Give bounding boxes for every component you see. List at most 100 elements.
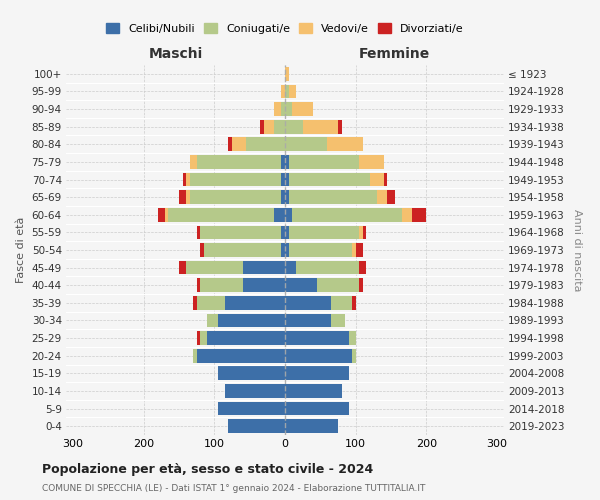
Bar [225,296,285,310]
Bar [352,243,356,257]
Bar [349,331,356,345]
Bar [274,120,285,134]
Bar [285,402,349,415]
Bar [363,226,366,239]
Bar [207,331,285,345]
Bar [179,260,186,274]
Bar [197,296,225,310]
Bar [331,314,345,328]
Bar [186,172,190,186]
Bar [281,102,285,116]
Bar [352,296,356,310]
Bar [197,331,200,345]
Bar [204,243,281,257]
Bar [331,296,352,310]
Bar [285,296,331,310]
Bar [179,190,186,204]
Bar [197,349,285,362]
Bar [356,243,363,257]
Bar [302,120,338,134]
Bar [281,155,285,169]
Bar [289,226,359,239]
Bar [388,190,395,204]
Bar [281,190,285,204]
Bar [264,120,274,134]
Bar [242,260,285,274]
Bar [169,208,274,222]
Bar [317,278,359,292]
Bar [285,331,349,345]
Bar [285,226,289,239]
Bar [229,138,232,151]
Bar [218,314,285,328]
Legend: Celibi/Nubili, Coniugati/e, Vedovi/e, Divorziati/e: Celibi/Nubili, Coniugati/e, Vedovi/e, Di… [102,19,468,38]
Bar [281,172,285,186]
Bar [285,384,341,398]
Y-axis label: Anni di nascita: Anni di nascita [572,209,581,291]
Bar [352,349,356,362]
Bar [285,278,317,292]
Bar [359,278,363,292]
Bar [292,208,401,222]
Bar [285,138,328,151]
Bar [281,243,285,257]
Bar [274,208,285,222]
Bar [190,155,197,169]
Bar [190,172,281,186]
Bar [260,120,264,134]
Bar [289,155,359,169]
Bar [285,260,296,274]
Bar [242,278,285,292]
Bar [281,226,285,239]
Bar [296,260,359,274]
Bar [218,402,285,415]
Bar [384,172,388,186]
Bar [190,190,281,204]
Y-axis label: Fasce di età: Fasce di età [16,217,26,283]
Bar [285,314,331,328]
Bar [207,314,218,328]
Text: Maschi: Maschi [148,48,203,62]
Bar [289,84,296,98]
Bar [285,172,289,186]
Bar [182,172,186,186]
Bar [289,190,377,204]
Bar [197,226,200,239]
Bar [359,226,363,239]
Bar [359,155,384,169]
Bar [285,155,289,169]
Bar [229,420,285,433]
Bar [359,260,366,274]
Bar [412,208,426,222]
Bar [193,349,197,362]
Text: COMUNE DI SPECCHIA (LE) - Dati ISTAT 1° gennaio 2024 - Elaborazione TUTTITALIA.I: COMUNE DI SPECCHIA (LE) - Dati ISTAT 1° … [42,484,425,493]
Bar [285,84,289,98]
Bar [289,243,352,257]
Bar [274,102,281,116]
Bar [246,138,285,151]
Bar [218,366,285,380]
Bar [285,366,349,380]
Bar [377,190,388,204]
Bar [289,172,370,186]
Bar [186,190,190,204]
Bar [281,84,285,98]
Bar [232,138,246,151]
Bar [338,120,341,134]
Bar [197,278,200,292]
Bar [292,102,313,116]
Bar [158,208,165,222]
Bar [225,384,285,398]
Bar [370,172,384,186]
Text: Popolazione per età, sesso e stato civile - 2024: Popolazione per età, sesso e stato civil… [42,462,373,475]
Bar [401,208,412,222]
Bar [197,155,281,169]
Bar [285,349,352,362]
Bar [285,120,302,134]
Bar [186,260,242,274]
Bar [285,67,289,80]
Bar [200,331,207,345]
Bar [193,296,197,310]
Bar [285,420,338,433]
Bar [285,102,292,116]
